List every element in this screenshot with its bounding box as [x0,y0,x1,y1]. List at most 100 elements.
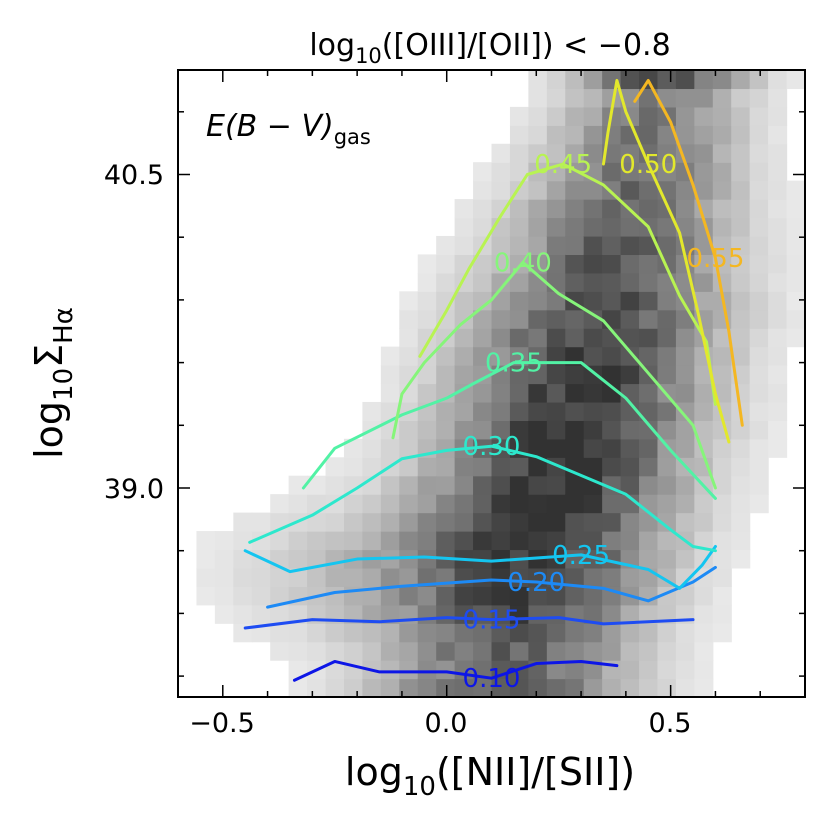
density-cell [362,623,382,643]
density-cell [583,586,603,606]
density-cell [768,70,788,90]
density-cell [546,235,566,256]
density-cell [620,254,640,274]
density-cell [546,512,566,532]
density-cell [546,217,566,237]
density-cell [749,383,769,403]
density-cell [565,567,585,587]
density-cell [749,365,769,385]
density-cell [325,475,345,495]
contour-line-0-10 [292,659,619,682]
density-cell [712,143,732,163]
density-cell [325,531,345,551]
density-cell [602,199,622,219]
density-cell [639,457,659,477]
density-cell [546,401,566,421]
density-cell [657,641,677,661]
density-cell [620,217,640,237]
density-cell [343,475,364,495]
density-cell [639,494,659,514]
density-cell [509,586,529,606]
density-cell [731,162,751,182]
density-cell [749,475,769,495]
density-cell [675,494,695,514]
density-cell [565,383,585,403]
density-cell [307,567,327,587]
density-cell [436,235,456,256]
density-cell [362,512,382,532]
density-cell [786,180,805,200]
density-cell [565,143,585,163]
density-cell [694,106,714,126]
density-cell [399,641,419,661]
density-cell [436,328,456,348]
density-cell [380,365,400,385]
density-cell [491,678,511,697]
density-cell [343,623,364,643]
density-cell [565,125,585,145]
density-cell [473,549,493,569]
density-cell [749,457,769,477]
density-cell [528,678,548,697]
density-cell [546,494,566,514]
density-cell [583,88,603,108]
density-cell [270,531,290,551]
density-cell [565,531,585,551]
annotation-ebv-gas: E(B − V)gas [206,109,371,149]
density-cell [473,457,493,477]
density-cell [731,383,751,403]
density-cell [454,678,474,697]
density-cell [436,494,456,514]
density-cell [786,328,805,348]
density-cell [196,586,216,606]
x-axis-title: log10([NII]/[SII]) [345,750,635,802]
density-cell [214,604,234,624]
density-cell [768,162,788,182]
chart-title: log10([OIII]/[OII]) < −0.8 [309,28,670,68]
density-cell [454,235,474,256]
density-cell [639,401,659,421]
density-cell [602,623,622,643]
contour-lines [243,78,744,682]
density-cell [786,254,805,274]
density-cell [509,272,529,292]
density-cell [528,309,548,329]
density-cell [639,641,659,661]
density-cell [417,512,437,532]
density-cell [380,604,400,624]
density-cell [565,678,585,697]
density-cell [602,88,622,108]
density-cell [491,199,511,219]
density-cell [528,457,548,477]
density-cell [620,438,640,458]
density-cell [528,383,548,403]
density-cell [362,438,382,458]
density-cell [546,365,566,385]
density-cell [602,604,622,624]
density-cell [233,567,253,587]
density-cell [712,494,732,514]
density-cell [473,328,493,348]
density-cell [473,162,493,182]
density-cell [307,475,327,495]
density-cell [399,567,419,587]
density-cell [620,641,640,661]
density-cell [491,143,511,163]
density-cell [473,623,493,643]
density-cell [602,125,622,145]
density-cell [583,531,603,551]
density-cell [546,678,566,697]
density-cell [694,383,714,403]
density-cell [307,623,327,643]
density-cell [436,604,456,624]
density-cell [362,641,382,661]
density-cell [380,401,400,421]
density-cell [602,641,622,661]
density-cell [712,365,732,385]
density-cell [602,180,622,200]
density-cell [380,641,400,661]
density-cell [768,180,788,200]
density-cell [583,291,603,311]
density-cell [657,88,677,108]
density-cell [417,291,437,311]
